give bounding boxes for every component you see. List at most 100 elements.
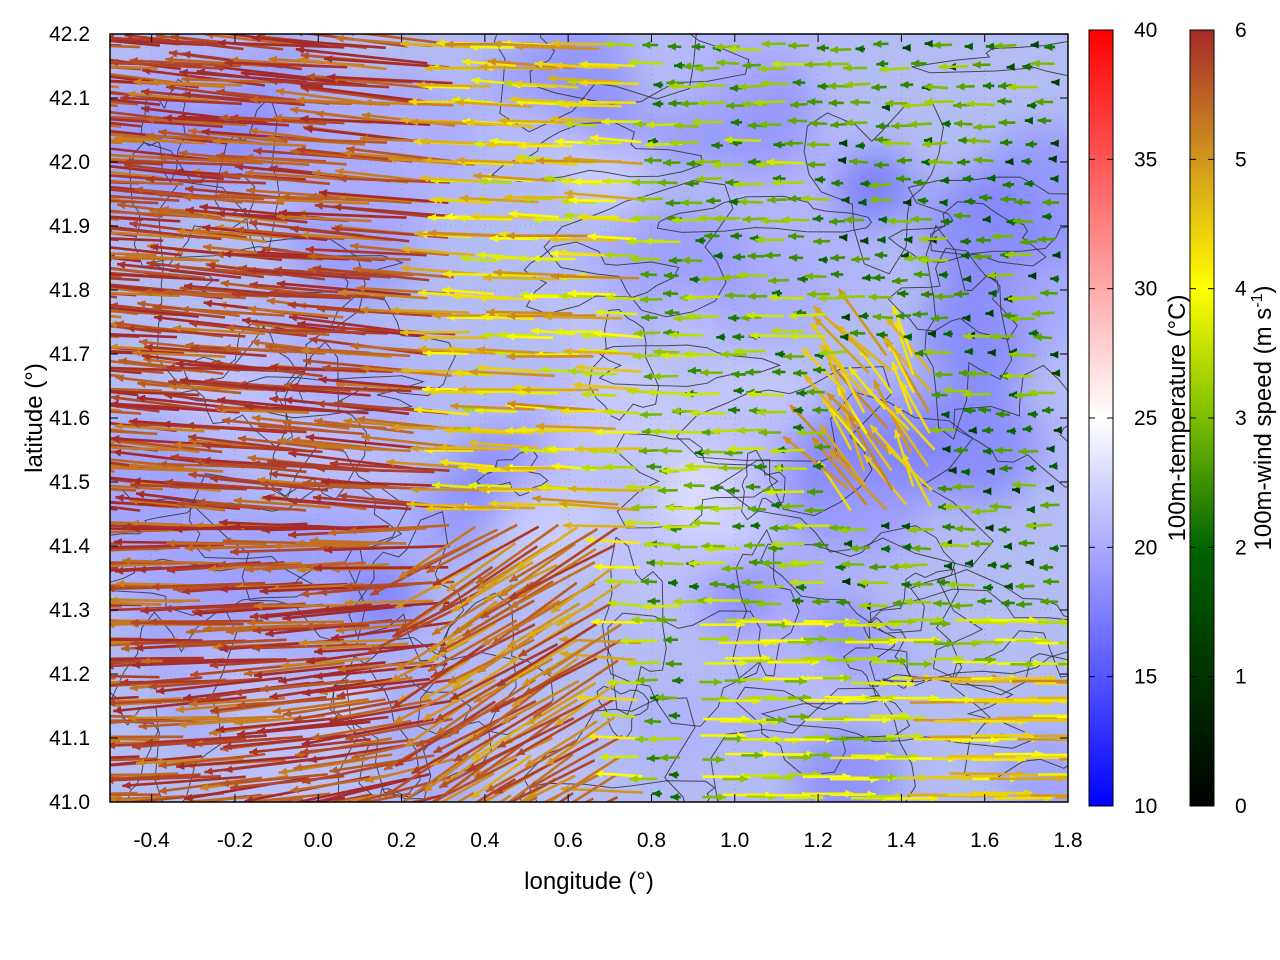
- wind-vector: [843, 64, 868, 73]
- wind-vector: [432, 699, 537, 754]
- colorbar-tick-label: 30: [1134, 278, 1157, 301]
- wind-vector: [110, 697, 221, 707]
- wind-vector: [599, 753, 639, 761]
- wind-vector: [259, 679, 366, 693]
- wind-vector: [770, 327, 805, 335]
- wind-vector: [631, 503, 658, 512]
- wind-vector: [493, 268, 577, 277]
- wind-vector: [1042, 198, 1060, 207]
- wind-vector: [670, 793, 681, 801]
- wind-vector: [422, 738, 494, 793]
- wind-vector: [269, 288, 386, 300]
- wind-vector: [672, 676, 684, 685]
- wind-vector: [473, 715, 561, 782]
- wind-vector: [233, 496, 331, 509]
- wind-vector: [943, 386, 972, 395]
- wind-vector: [604, 577, 639, 586]
- wind-vector: [878, 215, 888, 224]
- wind-vector: [230, 113, 345, 125]
- wind-vector: [934, 639, 955, 648]
- wind-vector: [812, 214, 824, 223]
- wind-vector: [643, 237, 681, 246]
- y-tick-label: 41.1: [49, 727, 90, 750]
- wind-vector: [628, 58, 664, 67]
- wind-vector: [964, 197, 976, 206]
- wind-vector: [665, 659, 682, 668]
- wind-vector: [110, 596, 201, 605]
- wind-vector: [669, 330, 704, 339]
- wind-vector: [997, 97, 1012, 106]
- wind-vector: [459, 194, 539, 204]
- wind-vector: [323, 55, 450, 69]
- wind-vector: [859, 578, 889, 587]
- wind-vector: [844, 715, 891, 724]
- wind-vector: [918, 256, 949, 265]
- wind-vector: [471, 718, 535, 761]
- wind-vector: [249, 603, 372, 621]
- wind-vector: [768, 544, 784, 553]
- wind-vector: [411, 792, 449, 802]
- wind-vector: [687, 366, 702, 375]
- wind-vector: [775, 350, 785, 359]
- wind-vector: [726, 101, 745, 110]
- wind-vector: [455, 98, 533, 108]
- wind-vector: [872, 273, 885, 282]
- wind-vector: [110, 523, 116, 527]
- wind-vector: [986, 467, 995, 476]
- wind-vector: [110, 695, 139, 700]
- wind-vector: [812, 597, 830, 606]
- wind-vector: [110, 389, 200, 397]
- wind-vector: [110, 159, 163, 166]
- wind-vector: [528, 734, 623, 790]
- wind-vector: [727, 45, 762, 53]
- wind-vector: [415, 697, 516, 748]
- wind-vector: [983, 583, 994, 592]
- wind-vector: [563, 120, 598, 129]
- x-axis-title: longitude (°): [524, 868, 654, 895]
- wind-vector: [288, 450, 413, 470]
- wind-vector: [685, 179, 699, 188]
- wind-vector: [110, 170, 164, 180]
- wind-vector: [726, 582, 741, 591]
- contour-line: [596, 344, 782, 387]
- wind-vector: [741, 100, 767, 108]
- wind-vector: [928, 158, 953, 166]
- contour-line: [869, 588, 1068, 683]
- wind-vector: [425, 523, 518, 574]
- wind-vector: [997, 81, 1013, 90]
- wind-vector: [968, 426, 977, 435]
- wind-vector: [224, 58, 348, 69]
- y-axis-title: latitude (°): [21, 363, 48, 473]
- wind-vector: [149, 207, 247, 224]
- wind-vector: [961, 468, 971, 477]
- wind-vector: [639, 295, 663, 304]
- wind-vector: [901, 522, 911, 531]
- wind-vector: [300, 114, 431, 126]
- wind-vector: [908, 525, 934, 534]
- wind-vector: [973, 252, 992, 261]
- wind-vector: [110, 267, 206, 280]
- wind-vector: [223, 734, 347, 751]
- wind-vector: [1015, 582, 1035, 591]
- wind-vector: [747, 252, 764, 261]
- wind-vector: [482, 273, 556, 282]
- wind-label-end: ): [1250, 286, 1277, 294]
- wind-vector: [1046, 445, 1055, 454]
- wind-vector: [771, 289, 782, 298]
- wind-vector: [1037, 235, 1056, 244]
- wind-vector: [669, 138, 699, 147]
- wind-vector: [869, 181, 893, 190]
- wind-vector: [709, 580, 727, 589]
- wind-vector: [219, 170, 331, 186]
- wind-vector: [623, 518, 661, 527]
- wind-vector: [110, 231, 185, 239]
- wind-vector: [1051, 369, 1061, 377]
- wind-vector: [797, 275, 808, 284]
- wind-vector: [456, 503, 536, 512]
- wind-vector: [418, 345, 496, 355]
- wind-vector: [1001, 599, 1015, 607]
- wind-vector: [515, 697, 617, 757]
- wind-vector: [747, 292, 768, 301]
- wind-label-main: 100m-wind speed (m s: [1250, 308, 1277, 551]
- wind-vector: [524, 720, 598, 768]
